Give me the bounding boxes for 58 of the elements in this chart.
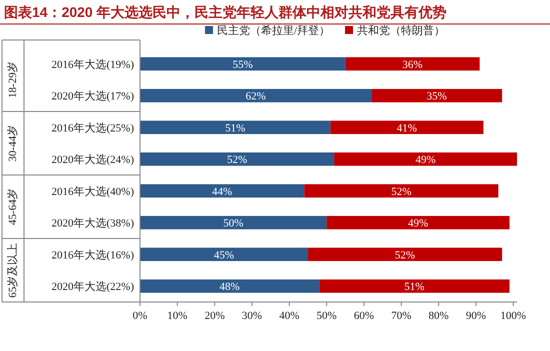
data-label: 52% <box>391 186 412 198</box>
bar <box>345 57 480 71</box>
x-tick-label: 10% <box>167 310 188 322</box>
y-tick-label: 2016年大选(25%) <box>52 121 134 134</box>
bar <box>304 184 498 198</box>
y-tick-label: 2020年大选(24%) <box>52 153 134 166</box>
data-label: 49% <box>415 154 436 166</box>
text: 30-44岁 <box>7 124 19 162</box>
x-tick-label: 50% <box>316 310 337 322</box>
data-label: 52% <box>394 249 416 262</box>
y-tick-label: 2020年大选(22%) <box>52 280 134 294</box>
data-label: 35% <box>426 90 447 103</box>
bar <box>140 184 304 198</box>
text: 45-64岁 <box>7 188 19 226</box>
text: 18-29岁 <box>7 61 19 98</box>
data-label: 62% <box>246 90 266 103</box>
x-tick-label: 90% <box>466 310 486 322</box>
bar <box>140 152 334 166</box>
bar <box>334 152 517 166</box>
x-tick-label: 40% <box>279 310 300 322</box>
data-label: 44% <box>212 186 232 198</box>
y-tick-label: 2016年大选(40%) <box>52 184 134 198</box>
bar <box>140 88 372 102</box>
chart-title: 图表14：2020 年大选选民中，民主党年轻人群体中相对共和党具有优势 <box>4 4 447 20</box>
bar <box>140 279 320 293</box>
text: 65岁及以上 <box>6 242 19 298</box>
legend-label: 民主党（希拉里/拜登） <box>217 24 330 37</box>
data-label: 51% <box>225 122 246 134</box>
bar <box>140 120 330 134</box>
x-tick-label: 30% <box>242 310 262 322</box>
y-tick-label: 2016年大选(16%) <box>52 248 134 262</box>
data-label: 55% <box>232 58 253 71</box>
x-tick-label: 70% <box>391 310 412 322</box>
data-label: 48% <box>220 281 240 294</box>
data-label: 41% <box>396 122 417 134</box>
bar <box>319 279 510 293</box>
x-tick-label: 0% <box>132 310 148 322</box>
x-tick-label: 20% <box>204 310 225 322</box>
y-tick-label: 2020年大选(38%) <box>52 216 134 230</box>
x-tick-label: 60% <box>354 310 374 322</box>
data-label: 45% <box>214 249 234 262</box>
y-tick-label: 2020年大选(17%) <box>52 90 134 103</box>
bar <box>140 57 346 71</box>
data-label: 51% <box>404 281 424 294</box>
data-label: 49% <box>408 218 428 230</box>
bar <box>330 120 484 134</box>
bar <box>326 216 510 230</box>
data-label: 36% <box>402 58 423 71</box>
x-tick-label: 100% <box>500 310 526 322</box>
bar <box>308 248 502 262</box>
y-tick-label: 2016年大选(19%) <box>52 58 134 71</box>
x-tick-label: 80% <box>428 310 449 322</box>
bar <box>140 248 308 262</box>
legend-label: 共和党（特朗普） <box>357 24 445 37</box>
bar <box>140 216 327 230</box>
data-label: 50% <box>223 218 244 230</box>
bar <box>371 88 502 102</box>
data-label: 52% <box>226 154 248 166</box>
